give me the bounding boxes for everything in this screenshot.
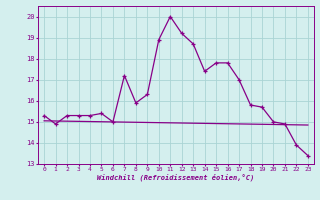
X-axis label: Windchill (Refroidissement éolien,°C): Windchill (Refroidissement éolien,°C) (97, 174, 255, 181)
